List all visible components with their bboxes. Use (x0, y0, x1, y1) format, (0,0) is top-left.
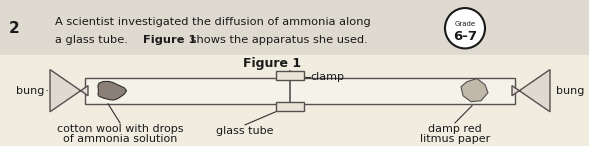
Text: Figure 1: Figure 1 (243, 58, 301, 71)
Text: Figure 1: Figure 1 (143, 35, 196, 45)
Text: bung: bung (16, 86, 44, 96)
Text: cotton wool with drops: cotton wool with drops (57, 124, 183, 134)
Bar (85, 78, 515, 104)
Polygon shape (512, 69, 550, 112)
Polygon shape (50, 69, 88, 112)
Text: a glass tube.: a glass tube. (55, 35, 137, 45)
Bar (276, 102, 304, 111)
Text: shows the apparatus she used.: shows the apparatus she used. (187, 35, 368, 45)
Text: 6-7: 6-7 (453, 30, 477, 43)
Text: glass tube: glass tube (216, 126, 274, 136)
Text: 2: 2 (9, 21, 19, 36)
Text: clamp: clamp (310, 72, 344, 82)
Polygon shape (98, 81, 127, 100)
Text: Grade: Grade (455, 21, 475, 27)
Text: A scientist investigated the diffusion of ammonia along: A scientist investigated the diffusion o… (55, 17, 370, 27)
Bar (276, 71, 304, 80)
Text: bung: bung (556, 86, 584, 96)
Circle shape (445, 8, 485, 48)
Text: damp red: damp red (428, 124, 482, 134)
Polygon shape (461, 79, 488, 102)
Text: of ammonia solution: of ammonia solution (63, 134, 177, 144)
Text: litmus paper: litmus paper (420, 134, 490, 144)
